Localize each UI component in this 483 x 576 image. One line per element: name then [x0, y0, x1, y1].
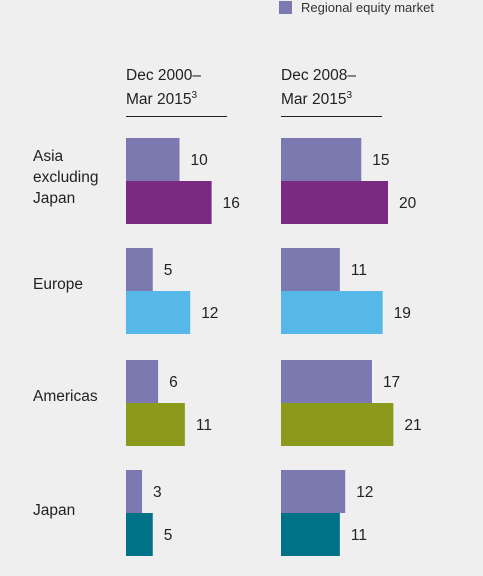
bar-region-p0-c0: [126, 181, 212, 224]
bar-region-p1-c2: [281, 403, 394, 446]
bar-benchmark-p1-c0: [281, 138, 362, 181]
data-label: 16: [223, 195, 240, 212]
region-label-asia: Asia excluding Japan: [33, 146, 99, 209]
bar-benchmark-p1-c2: [281, 360, 372, 403]
legend-label: Regional equity market: [301, 0, 434, 15]
region-label-line: Europe: [33, 276, 83, 293]
bar-benchmark-p1-c3: [281, 470, 346, 513]
region-label-line: Asia: [33, 148, 64, 165]
data-label: 11: [351, 527, 367, 544]
data-label: 17: [383, 374, 400, 391]
data-label: 3: [153, 484, 162, 501]
region-label-americas: Americas: [33, 386, 98, 407]
data-label: 5: [164, 527, 173, 544]
data-label: 11: [196, 417, 212, 434]
data-label: 12: [356, 484, 373, 501]
bar-region-p0-c1: [126, 291, 191, 334]
bar-benchmark-p0-c3: [126, 470, 143, 513]
legend-swatch: [279, 1, 292, 14]
column-header-line2: Mar 2015: [126, 91, 192, 109]
region-label-europe: Europe: [33, 274, 83, 295]
bar-region-p1-c0: [281, 181, 388, 224]
column-header-line2: Mar 2015: [281, 91, 347, 109]
legend: Regional equity market: [279, 0, 434, 15]
region-label-japan: Japan: [33, 500, 75, 521]
column-header-line1: Dec 2000–: [126, 67, 201, 84]
bar-region-p1-c3: [281, 513, 340, 556]
bar-benchmark-p0-c2: [126, 360, 159, 403]
footnote-marker: 3: [191, 90, 198, 101]
bar-region-p1-c1: [281, 291, 383, 334]
region-label-line: Japan: [33, 190, 76, 207]
bar-benchmark-p0-c0: [126, 138, 180, 181]
region-label-line: excluding: [33, 169, 99, 186]
data-label: 20: [399, 195, 417, 212]
region-label-line: Japan: [33, 502, 76, 519]
footnote-marker: 3: [346, 90, 353, 101]
data-label: 6: [169, 374, 178, 391]
bar-benchmark-p0-c1: [126, 248, 153, 291]
column-header-2000: Dec 2000– Mar 20153: [126, 66, 227, 118]
data-label: 11: [351, 262, 367, 279]
region-label-line: Americas: [33, 388, 98, 405]
column-header-line1: Dec 2008–: [281, 67, 356, 84]
data-label: 15: [372, 152, 389, 169]
data-label: 19: [394, 305, 411, 322]
column-header-2008: Dec 2008– Mar 20153: [281, 66, 382, 118]
bar-benchmark-p1-c1: [281, 248, 340, 291]
data-label: 5: [164, 262, 173, 279]
data-label: 10: [191, 152, 209, 169]
bar-region-p0-c3: [126, 513, 153, 556]
bar-region-p0-c2: [126, 403, 185, 446]
data-label: 21: [404, 417, 421, 434]
data-label: 12: [201, 305, 218, 322]
